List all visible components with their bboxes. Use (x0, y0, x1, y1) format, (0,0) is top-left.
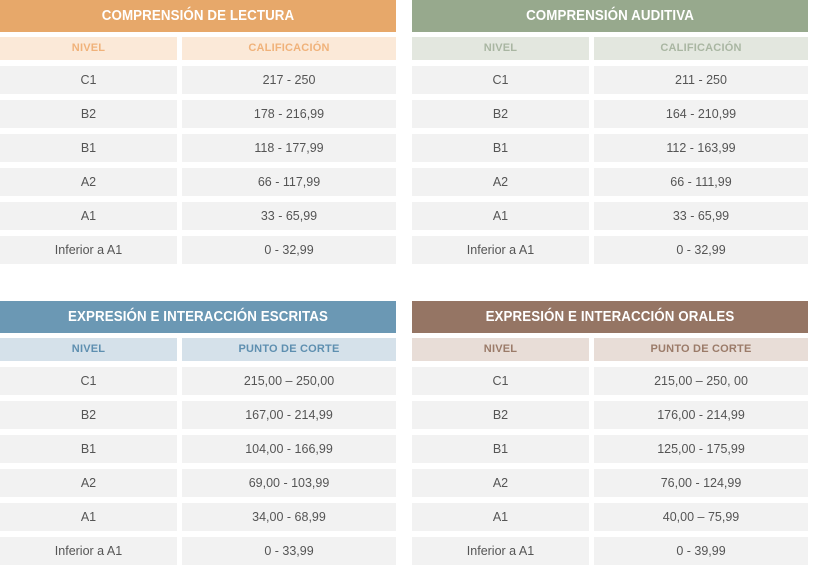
table-row: A2 66 - 111,99 (412, 168, 808, 196)
level-cell: Inferior a A1 (0, 537, 177, 565)
score-cell: 164 - 210,99 (594, 100, 808, 128)
score-cell: 66 - 111,99 (594, 168, 808, 196)
level-cell: B2 (412, 401, 589, 429)
level-cell: B1 (0, 134, 177, 162)
table-row: B2 167,00 - 214,99 (0, 401, 396, 429)
score-cell: 176,00 - 214,99 (594, 401, 808, 429)
level-cell: A2 (412, 168, 589, 196)
table-row: C1 215,00 – 250,00 (0, 367, 396, 395)
table-header-row: NIVEL CALIFICACIÓN (0, 37, 396, 60)
score-cell: 215,00 – 250,00 (182, 367, 396, 395)
score-cell: 34,00 - 68,99 (182, 503, 396, 531)
table-row: Inferior a A1 0 - 33,99 (0, 537, 396, 565)
table-row: A2 66 - 117,99 (0, 168, 396, 196)
score-cell: 167,00 - 214,99 (182, 401, 396, 429)
level-cell: B1 (412, 435, 589, 463)
score-cell: 125,00 - 175,99 (594, 435, 808, 463)
score-cell: 33 - 65,99 (182, 202, 396, 230)
table-row: C1 211 - 250 (412, 66, 808, 94)
level-cell: B2 (0, 401, 177, 429)
table-row: A1 34,00 - 68,99 (0, 503, 396, 531)
column-header-level: NIVEL (0, 37, 177, 60)
column-header-score: CALIFICACIÓN (182, 37, 396, 60)
score-cell: 217 - 250 (182, 66, 396, 94)
table-title: EXPRESIÓN E INTERACCIÓN ORALES (485, 309, 735, 325)
level-cell: C1 (0, 66, 177, 94)
score-cell: 69,00 - 103,99 (182, 469, 396, 497)
score-cell: 112 - 163,99 (594, 134, 808, 162)
table-row: B1 118 - 177,99 (0, 134, 396, 162)
table-title: COMPRENSIÓN AUDITIVA (526, 8, 694, 24)
table-header-row: NIVEL PUNTO DE CORTE (412, 338, 808, 361)
score-cell: 211 - 250 (594, 66, 808, 94)
table-row: B1 104,00 - 166,99 (0, 435, 396, 463)
level-cell: A1 (412, 503, 589, 531)
table-row: B2 164 - 210,99 (412, 100, 808, 128)
score-cell: 0 - 32,99 (182, 236, 396, 264)
level-cell: A2 (0, 469, 177, 497)
score-cell: 40,00 – 75,99 (594, 503, 808, 531)
level-cell: C1 (412, 66, 589, 94)
column-header-level: NIVEL (0, 338, 177, 361)
table-row: A1 33 - 65,99 (0, 202, 396, 230)
table-row: B1 125,00 - 175,99 (412, 435, 808, 463)
level-cell: Inferior a A1 (412, 236, 589, 264)
table-header-row: NIVEL CALIFICACIÓN (412, 37, 808, 60)
table-row: A1 40,00 – 75,99 (412, 503, 808, 531)
level-cell: B1 (0, 435, 177, 463)
table-expresion-orales: EXPRESIÓN E INTERACCIÓN ORALES NIVEL PUN… (412, 301, 808, 565)
score-cell: 215,00 – 250, 00 (594, 367, 808, 395)
column-header-level: NIVEL (412, 338, 589, 361)
table-row: B1 112 - 163,99 (412, 134, 808, 162)
table-row: C1 217 - 250 (0, 66, 396, 94)
table-comprension-lectura: COMPRENSIÓN DE LECTURA NIVEL CALIFICACIÓ… (0, 0, 396, 264)
level-cell: B2 (0, 100, 177, 128)
level-cell: Inferior a A1 (0, 236, 177, 264)
score-cell: 178 - 216,99 (182, 100, 396, 128)
level-cell: A2 (412, 469, 589, 497)
level-cell: C1 (412, 367, 589, 395)
column-header-level: NIVEL (412, 37, 589, 60)
score-cell: 118 - 177,99 (182, 134, 396, 162)
table-row: B2 176,00 - 214,99 (412, 401, 808, 429)
table-comprension-auditiva: COMPRENSIÓN AUDITIVA NIVEL CALIFICACIÓN … (412, 0, 808, 264)
table-title-bar: EXPRESIÓN E INTERACCIÓN ESCRITAS (0, 301, 396, 333)
table-title: COMPRENSIÓN DE LECTURA (101, 8, 295, 24)
column-header-score: PUNTO DE CORTE (594, 338, 808, 361)
table-row: Inferior a A1 0 - 32,99 (0, 236, 396, 264)
table-title-bar: COMPRENSIÓN DE LECTURA (0, 0, 396, 32)
table-title-bar: COMPRENSIÓN AUDITIVA (412, 0, 808, 32)
level-cell: A2 (0, 168, 177, 196)
table-row: Inferior a A1 0 - 39,99 (412, 537, 808, 565)
level-cell: C1 (0, 367, 177, 395)
level-cell: A1 (0, 503, 177, 531)
level-cell: B1 (412, 134, 589, 162)
table-title-bar: EXPRESIÓN E INTERACCIÓN ORALES (412, 301, 808, 333)
score-cell: 104,00 - 166,99 (182, 435, 396, 463)
level-cell: A1 (0, 202, 177, 230)
table-row: A2 69,00 - 103,99 (0, 469, 396, 497)
column-header-score: CALIFICACIÓN (594, 37, 808, 60)
level-cell: B2 (412, 100, 589, 128)
table-row: B2 178 - 216,99 (0, 100, 396, 128)
table-title: EXPRESIÓN E INTERACCIÓN ESCRITAS (68, 309, 328, 325)
score-cell: 33 - 65,99 (594, 202, 808, 230)
table-row: Inferior a A1 0 - 32,99 (412, 236, 808, 264)
column-header-score: PUNTO DE CORTE (182, 338, 396, 361)
score-cell: 0 - 39,99 (594, 537, 808, 565)
level-cell: A1 (412, 202, 589, 230)
table-row: A2 76,00 - 124,99 (412, 469, 808, 497)
table-row: A1 33 - 65,99 (412, 202, 808, 230)
score-cell: 76,00 - 124,99 (594, 469, 808, 497)
score-cell: 66 - 117,99 (182, 168, 396, 196)
score-cell: 0 - 32,99 (594, 236, 808, 264)
level-cell: Inferior a A1 (412, 537, 589, 565)
score-cell: 0 - 33,99 (182, 537, 396, 565)
table-expresion-escritas: EXPRESIÓN E INTERACCIÓN ESCRITAS NIVEL P… (0, 301, 396, 565)
table-row: C1 215,00 – 250, 00 (412, 367, 808, 395)
table-header-row: NIVEL PUNTO DE CORTE (0, 338, 396, 361)
